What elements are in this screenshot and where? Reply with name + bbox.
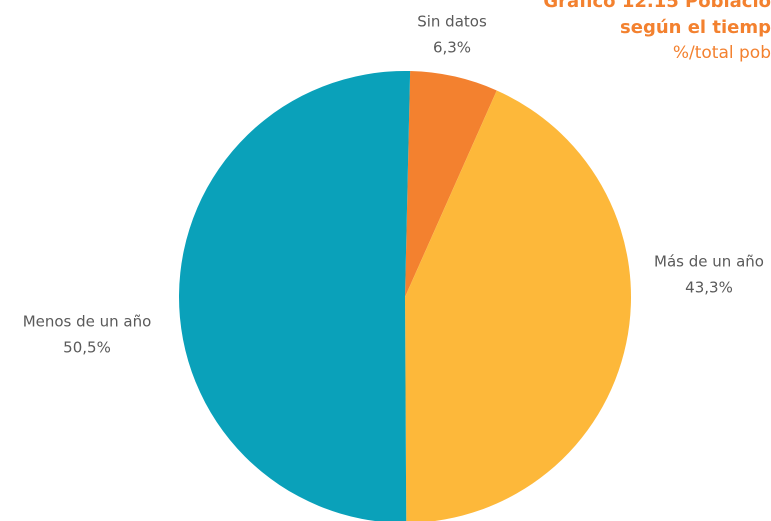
pie-slice xyxy=(179,71,411,521)
chart-title: según el tiemp xyxy=(620,17,771,38)
slice-label: Sin datos xyxy=(417,13,487,31)
slice-value: 50,5% xyxy=(63,339,111,357)
chart-title: Gráfico 12.15 Població xyxy=(543,0,771,12)
slice-label: Más de un año xyxy=(654,253,764,271)
pie-slice xyxy=(405,90,631,521)
slice-value: 43,3% xyxy=(685,279,733,297)
chart-subtitle: %/total pob xyxy=(673,43,771,63)
slice-value: 6,3% xyxy=(433,39,471,57)
slice-label: Menos de un año xyxy=(23,313,152,331)
pie-slice xyxy=(405,71,497,297)
